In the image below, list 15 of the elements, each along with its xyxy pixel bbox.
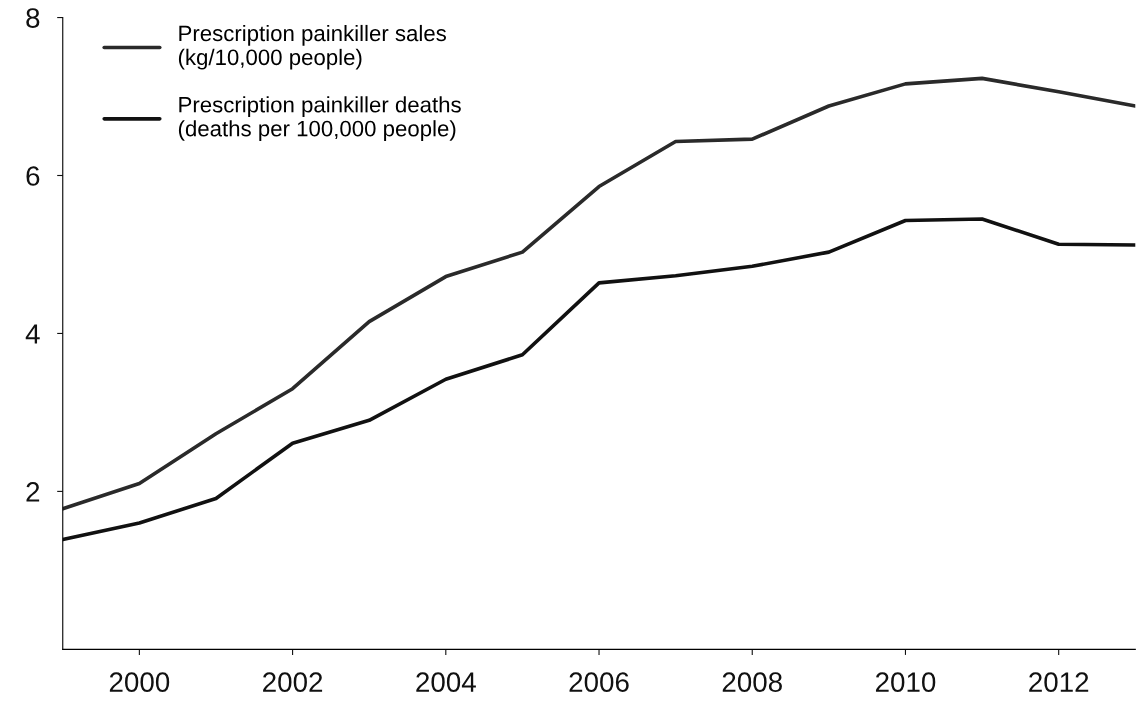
x-tick-label: 2008	[722, 672, 782, 692]
legend-label: Prescription painkiller deaths (deaths per 100,000 people)	[178, 96, 461, 141]
y-tick-label: 6	[26, 166, 40, 186]
legend-label: Prescription painkiller sales (kg/10,000 people)	[178, 24, 446, 70]
x-tick-label: 2000	[109, 672, 170, 692]
y-tick-label: 4	[25, 324, 40, 344]
x-tick-label: 2004	[416, 672, 476, 692]
x-tick-label: 2002	[263, 672, 323, 692]
y-tick-label: 2	[26, 482, 40, 502]
x-tick-label: 2012	[1029, 672, 1089, 692]
x-tick-label: 2010	[875, 672, 936, 692]
line-series	[62, 76, 1136, 511]
x-tick-label: 2006	[569, 672, 629, 692]
y-tick-label: 8	[26, 8, 40, 28]
line-series	[62, 217, 1136, 542]
